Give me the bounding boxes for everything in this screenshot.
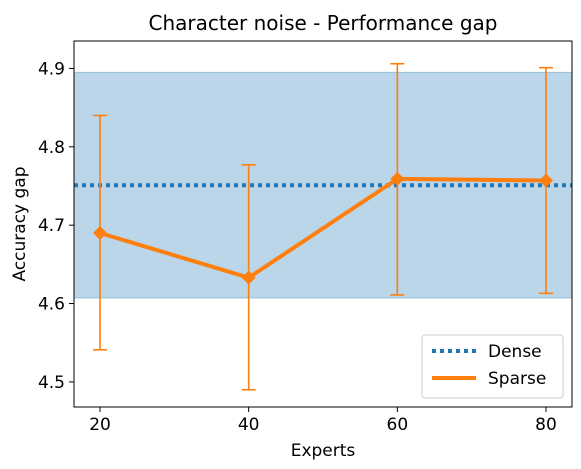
legend-dense-label: Dense bbox=[488, 342, 542, 362]
sparse-point bbox=[390, 171, 405, 186]
sparse-point bbox=[241, 270, 256, 285]
x-axis-label: Experts bbox=[291, 441, 356, 461]
x-tick-label: 40 bbox=[238, 415, 260, 435]
y-axis-label: Accuracy gap bbox=[10, 166, 30, 281]
y-tick-label: 4.5 bbox=[38, 373, 65, 393]
chart-title: Character noise - Performance gap bbox=[149, 11, 498, 35]
y-tick-label: 4.7 bbox=[38, 216, 65, 236]
plot-frame bbox=[73, 40, 573, 408]
sparse-point bbox=[538, 173, 553, 188]
x-tick-label: 60 bbox=[387, 415, 409, 435]
y-tick-label: 4.8 bbox=[38, 138, 65, 158]
y-tick-label: 4.6 bbox=[38, 295, 65, 315]
x-tick-label: 20 bbox=[89, 415, 111, 435]
x-tick-label: 80 bbox=[535, 415, 557, 435]
sparse-point bbox=[93, 226, 108, 241]
sparse-line bbox=[99, 176, 547, 280]
legend-sparse-label: Sparse bbox=[488, 369, 546, 389]
y-tick-label: 4.9 bbox=[38, 59, 65, 79]
